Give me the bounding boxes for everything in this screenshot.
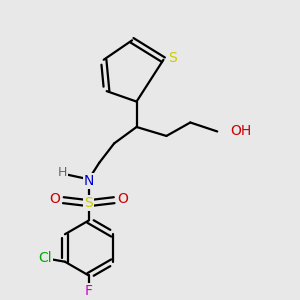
Text: N: N — [84, 174, 94, 188]
Text: Cl: Cl — [39, 251, 52, 265]
Text: OH: OH — [231, 124, 252, 138]
Text: O: O — [50, 192, 60, 206]
Text: H: H — [58, 166, 67, 179]
Text: S: S — [168, 51, 177, 65]
Text: F: F — [85, 284, 93, 298]
Text: O: O — [117, 192, 128, 206]
Text: S: S — [84, 196, 93, 210]
